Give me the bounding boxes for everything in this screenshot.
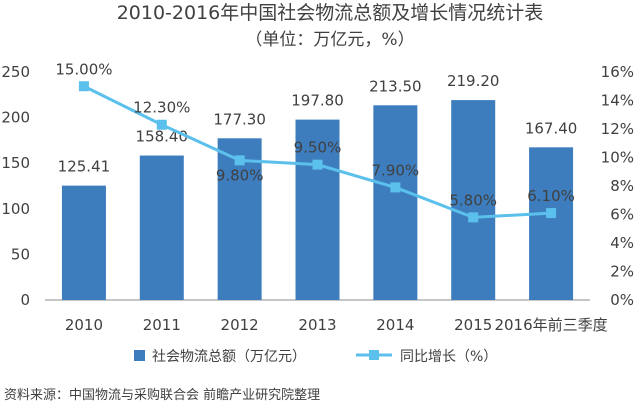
bar-value-label: 213.50 <box>369 77 422 95</box>
right-tick-label: 8% <box>610 177 634 195</box>
right-tick-label: 16% <box>601 63 634 81</box>
right-tick-label: 14% <box>601 92 634 110</box>
legend-line-marker <box>369 350 379 360</box>
x-tick-label: 2013 <box>298 316 336 334</box>
legend-line-label: 同比增长（%） <box>400 349 497 365</box>
bar-value-label: 158.40 <box>136 128 189 146</box>
line-value-label: 15.00% <box>55 60 112 78</box>
line-marker <box>78 81 89 92</box>
source-note: 资料来源：中国物流与采购联合会 前瞻产业研究院整理 <box>4 387 320 403</box>
left-tick-label: 0 <box>20 291 30 309</box>
line-value-label: 9.50% <box>294 139 342 157</box>
bar-value-label: 125.41 <box>58 158 111 176</box>
left-tick-label: 50 <box>11 245 30 263</box>
left-axis: 0 50 100 150 200 250 <box>1 63 30 309</box>
line-value-label: 12.30% <box>133 99 190 117</box>
x-axis: 2010 2011 2012 2013 2014 2015 2016年前三季度 <box>65 316 608 334</box>
line-marker <box>546 208 557 219</box>
bar <box>373 105 418 301</box>
x-tick-label: 2016年前三季度 <box>494 316 607 334</box>
line-value-label: 7.90% <box>372 161 420 179</box>
line-value-label: 9.80% <box>216 166 264 184</box>
legend-bar-swatch <box>134 350 145 361</box>
bar-value-label: 167.40 <box>525 119 578 137</box>
legend: 社会物流总额（万亿元） 同比增长（%） <box>134 349 497 365</box>
line-labels: 15.00% 12.30% 9.80% 9.50% 7.90% 5.80% 6.10% <box>55 60 575 209</box>
bar <box>61 185 106 300</box>
left-tick-label: 150 <box>1 154 30 172</box>
line-marker <box>390 182 401 193</box>
chart-subtitle: （单位：万亿元，%） <box>245 30 414 50</box>
bar <box>529 147 574 300</box>
x-tick-label: 2015 <box>454 316 492 334</box>
right-axis: 0% 2% 4% 6% 8% 10% 12% 14% 16% <box>601 63 634 309</box>
x-tick-label: 2012 <box>221 316 259 334</box>
right-tick-label: 12% <box>601 120 634 138</box>
line-value-label: 5.80% <box>449 191 497 209</box>
right-tick-label: 4% <box>610 234 634 252</box>
line-marker <box>312 159 323 170</box>
bar-value-label: 219.20 <box>447 72 500 90</box>
line-marker <box>156 119 167 130</box>
right-tick-label: 2% <box>610 263 634 281</box>
left-tick-label: 200 <box>1 109 30 127</box>
x-tick-label: 2011 <box>143 316 181 334</box>
bar-value-label: 197.80 <box>291 92 344 110</box>
right-tick-label: 0% <box>610 291 634 309</box>
line-marker <box>234 155 245 166</box>
right-tick-label: 10% <box>601 149 634 167</box>
x-tick-label: 2014 <box>376 316 414 334</box>
line-marker <box>468 212 479 223</box>
legend-bar-label: 社会物流总额（万亿元） <box>152 349 306 365</box>
bar-value-label: 177.30 <box>213 110 266 128</box>
line-value-label: 6.10% <box>527 187 575 205</box>
bar-series <box>61 100 574 301</box>
right-tick-label: 6% <box>610 206 634 224</box>
x-tick-label: 2010 <box>65 316 103 334</box>
line-series <box>78 81 557 223</box>
left-tick-label: 250 <box>1 63 30 81</box>
bar <box>295 119 340 300</box>
bar <box>139 155 184 300</box>
chart-title: 2010-2016年中国社会物流总额及增长情况统计表 <box>117 2 544 24</box>
left-tick-label: 100 <box>1 200 30 218</box>
bar <box>451 100 496 300</box>
